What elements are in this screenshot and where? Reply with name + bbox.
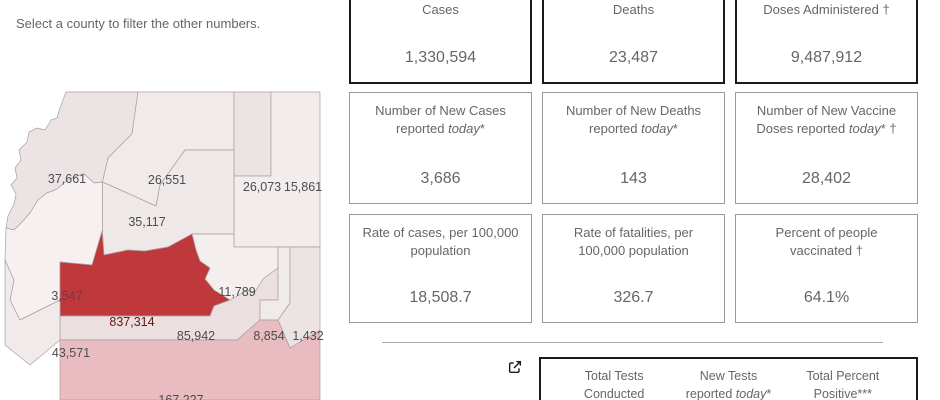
- svg-text:26,073: 26,073: [243, 180, 281, 194]
- svg-text:11,789: 11,789: [218, 285, 255, 299]
- svg-text:15,861: 15,861: [284, 180, 322, 194]
- svg-text:3,547: 3,547: [51, 289, 82, 303]
- svg-text:43,571: 43,571: [52, 346, 90, 360]
- svg-text:85,942: 85,942: [177, 329, 215, 343]
- svg-text:35,117: 35,117: [128, 215, 165, 229]
- svg-text:37,661: 37,661: [48, 172, 86, 186]
- svg-text:167,227: 167,227: [158, 393, 203, 400]
- svg-text:1,432: 1,432: [292, 329, 323, 343]
- svg-text:8,854: 8,854: [253, 329, 284, 343]
- svg-text:837,314: 837,314: [109, 315, 154, 329]
- svg-text:26,551: 26,551: [148, 173, 186, 187]
